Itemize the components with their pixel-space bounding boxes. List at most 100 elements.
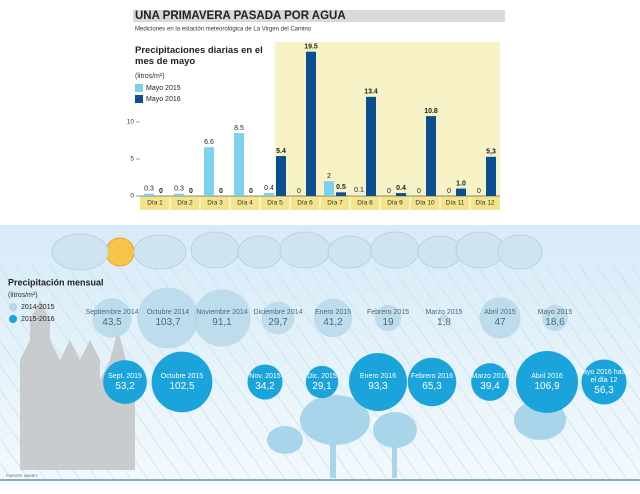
- bubble-text: 43,5: [102, 316, 122, 328]
- bubble: [313, 298, 353, 338]
- bar: [204, 147, 214, 196]
- value-label: 0: [249, 188, 253, 195]
- x-tick-label: Día 11: [446, 200, 465, 207]
- value-label: 1.0: [456, 180, 466, 187]
- bar: [264, 193, 274, 196]
- clouds: [51, 231, 543, 271]
- bubble-text: Octubre 2015: [160, 372, 204, 380]
- bar: [354, 195, 364, 196]
- bubble: [439, 313, 449, 323]
- legend-swatch: [135, 84, 143, 92]
- bubble-label: Septiembre 2014 43,5: [84, 302, 140, 334]
- bubble-text: Febrero 2015: [366, 308, 410, 316]
- bar: [174, 193, 184, 196]
- bubble-text: 56,3: [594, 384, 614, 396]
- value-label: 5.4: [276, 148, 286, 155]
- bar: [426, 116, 436, 196]
- headline: UNA PRIMAVERA PASADA POR AGUA: [135, 10, 346, 22]
- bubble-text: 91,1: [212, 316, 232, 328]
- bubble: [349, 353, 407, 411]
- value-label: 8.5: [234, 125, 244, 132]
- bubble-label: Noviembre 2014 91,1: [194, 302, 250, 334]
- bubble-label: Mayo 2015 18,6: [527, 302, 583, 334]
- bubble-text: Octubre 2014: [146, 308, 190, 316]
- bubble-text: Diciembre 2014: [253, 308, 303, 316]
- bubble-label: Enero 2015 41,2: [305, 302, 361, 334]
- value-label: 0: [447, 188, 451, 195]
- value-label: 0: [159, 188, 163, 195]
- bubble-text: Marzo 2016: [471, 372, 509, 380]
- value-label: 0.3: [144, 186, 154, 193]
- bubble-text: Sept. 2015: [108, 372, 142, 380]
- legend-label: Mayo 2016: [146, 96, 181, 103]
- bubble-text: Enero 2016: [359, 372, 397, 380]
- bubble: [151, 351, 213, 413]
- bubble-y-label: (litros/m²): [8, 292, 38, 299]
- bubble-label: Octubre 2015 102,5: [154, 366, 210, 398]
- bubble: [542, 305, 568, 331]
- bubble-text: 65,3: [422, 380, 442, 392]
- bubble-text: 41,2: [323, 316, 343, 328]
- bubble-text: Septiembre 2014: [85, 308, 139, 316]
- bubble-text: Mayo 2016 hasta el día 12: [577, 368, 631, 384]
- bubble-text: 29,7: [268, 316, 288, 328]
- bubble: [515, 350, 579, 414]
- value-label: 0: [219, 188, 223, 195]
- bubble: [479, 297, 521, 339]
- value-label: 0.4: [396, 185, 406, 192]
- x-tick-label: Día 9: [387, 200, 403, 207]
- x-tick-label: Día 2: [177, 200, 193, 207]
- bubble: [261, 301, 295, 335]
- bubble-label: Enero 2016 93,3: [350, 366, 406, 398]
- bubble-text: Noviembre 2014: [196, 308, 248, 316]
- bubble: [137, 287, 199, 349]
- bubble-text: 53,2: [115, 380, 135, 392]
- bar-y-label: (litros/m²): [135, 73, 165, 80]
- value-label: 10.8: [424, 108, 438, 115]
- value-label: 0: [387, 188, 391, 195]
- bubble: [407, 357, 457, 407]
- x-tick-label: Día 1: [147, 200, 163, 207]
- bubble: [374, 304, 402, 332]
- bubble-text: Abril 2015: [484, 308, 516, 316]
- park: [267, 395, 566, 478]
- value-label: 0: [189, 188, 193, 195]
- bar: [306, 51, 316, 197]
- bubble-label: Abril 2015 47: [472, 302, 528, 334]
- bubble-label: Sept. 2015 53,2: [97, 366, 153, 398]
- value-label: 0.5: [336, 184, 346, 191]
- bubble-label: Marzo 2016 39,4: [462, 366, 518, 398]
- x-tick-label: Día 5: [267, 200, 283, 207]
- bubble-label: Dic. 2015 29,1: [294, 366, 350, 398]
- x-tick-label: Día 10: [415, 200, 435, 207]
- bubble-text: Enero 2015: [314, 308, 352, 316]
- bubble-label: Febrero 2016 65,3: [404, 366, 460, 398]
- x-tick-label: Día 4: [237, 200, 253, 207]
- bubble-text: Abril 2016: [531, 372, 563, 380]
- value-label: 0: [297, 188, 301, 195]
- bubble-label: Mayo 2016 hasta el día 12 56,3: [576, 366, 632, 398]
- title-band: [133, 10, 505, 22]
- bubble-label: Marzo 2015 1,8: [416, 302, 472, 334]
- value-label: 13.4: [364, 89, 378, 96]
- legend-swatch: [9, 315, 17, 323]
- value-label: 5,3: [486, 149, 496, 156]
- bubble: [193, 289, 251, 347]
- subtitle: Mediciones en la estación meteorológica …: [135, 27, 312, 33]
- bubble-text: Febrero 2016: [410, 372, 454, 380]
- bubble-text: 19: [382, 316, 394, 328]
- bar: [234, 133, 244, 196]
- bubble-text: 47: [494, 316, 506, 328]
- bubble-title: Precipitación mensual: [8, 277, 104, 287]
